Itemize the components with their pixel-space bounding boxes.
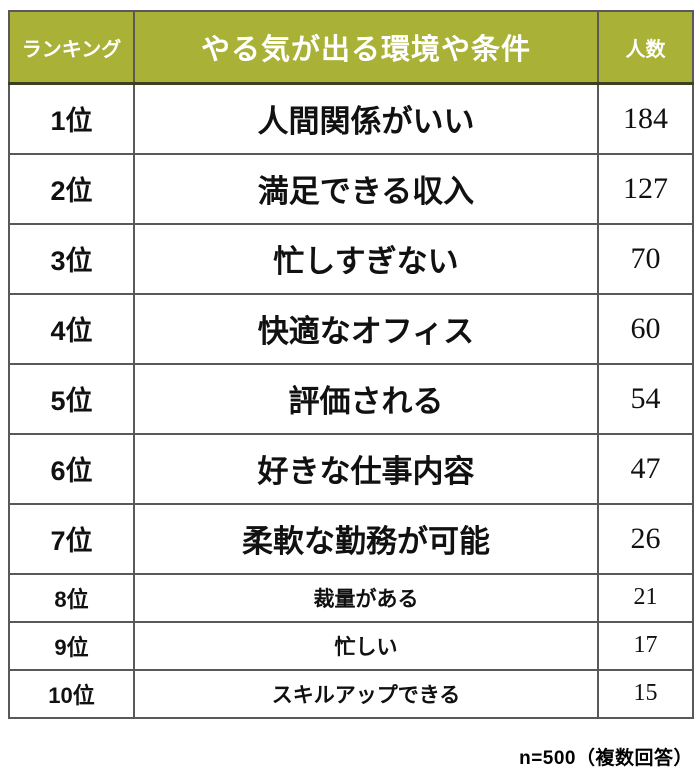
header-rank: ランキング	[8, 10, 135, 85]
count-cell: 54	[597, 362, 694, 435]
count-cell: 17	[597, 620, 694, 671]
table-row: 1位 人間関係がいい 184	[8, 82, 694, 155]
rank-cell: 4位	[8, 292, 135, 365]
count-cell: 60	[597, 292, 694, 365]
table-row: 10位 スキルアップできる 15	[8, 668, 694, 719]
table-row: 2位 満足できる収入 127	[8, 152, 694, 225]
table-row: 4位 快適なオフィス 60	[8, 292, 694, 365]
rank-cell: 3位	[8, 222, 135, 295]
table-row: 5位 評価される 54	[8, 362, 694, 435]
count-cell: 70	[597, 222, 694, 295]
ranking-table-body: 1位 人間関係がいい 184 2位 満足できる収入 127 3位 忙しすぎない 70 4位 快適なオ…	[8, 82, 694, 719]
table-row: 7位 柔軟な勤務が可能 26	[8, 502, 694, 575]
table-row: 6位 好きな仕事内容 47	[8, 432, 694, 505]
condition-cell: 裁量がある	[133, 572, 599, 623]
rank-cell: 5位	[8, 362, 135, 435]
rank-cell: 1位	[8, 82, 135, 155]
count-cell: 127	[597, 152, 694, 225]
table-row: 3位 忙しすぎない 70	[8, 222, 694, 295]
rank-cell: 10位	[8, 668, 135, 719]
rank-cell: 2位	[8, 152, 135, 225]
condition-cell: 忙しすぎない	[133, 222, 599, 295]
ranking-table: ランキング やる気が出る環境や条件 人数 1位 人間関係がいい 184 2位 満足できる…	[8, 10, 694, 719]
condition-cell: 忙しい	[133, 620, 599, 671]
condition-cell: スキルアップできる	[133, 668, 599, 719]
header-count: 人数	[597, 10, 694, 85]
table-row: 8位 裁量がある 21	[8, 572, 694, 623]
sample-size-note: n=500（複数回答）	[519, 748, 693, 769]
count-cell: 15	[597, 668, 694, 719]
table-row: 9位 忙しい 17	[8, 620, 694, 671]
count-cell: 26	[597, 502, 694, 575]
rank-cell: 7位	[8, 502, 135, 575]
header-condition: やる気が出る環境や条件	[133, 10, 599, 85]
count-cell: 184	[597, 82, 694, 155]
header-row: ランキング やる気が出る環境や条件 人数	[8, 10, 694, 85]
table-header: ランキング やる気が出る環境や条件 人数	[8, 10, 694, 85]
count-cell: 21	[597, 572, 694, 623]
condition-cell: 柔軟な勤務が可能	[133, 502, 599, 575]
rank-cell: 9位	[8, 620, 135, 671]
rank-cell: 8位	[8, 572, 135, 623]
condition-cell: 好きな仕事内容	[133, 432, 599, 505]
condition-cell: 人間関係がいい	[133, 82, 599, 155]
condition-cell: 快適なオフィス	[133, 292, 599, 365]
count-cell: 47	[597, 432, 694, 505]
condition-cell: 満足できる収入	[133, 152, 599, 225]
condition-cell: 評価される	[133, 362, 599, 435]
rank-cell: 6位	[8, 432, 135, 505]
